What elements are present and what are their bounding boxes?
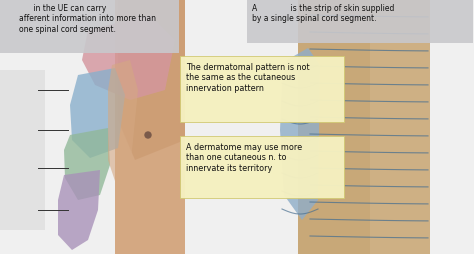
Polygon shape <box>70 68 125 158</box>
FancyBboxPatch shape <box>0 70 45 230</box>
Polygon shape <box>115 0 185 254</box>
Circle shape <box>145 132 151 138</box>
Polygon shape <box>82 15 175 100</box>
Polygon shape <box>370 0 430 254</box>
Text: A              is the strip of skin supplied
by a single spinal cord segment.: A is the strip of skin supplied by a sin… <box>252 4 394 23</box>
FancyBboxPatch shape <box>0 0 179 53</box>
FancyBboxPatch shape <box>180 136 344 198</box>
FancyBboxPatch shape <box>247 0 473 43</box>
Polygon shape <box>58 170 100 250</box>
Polygon shape <box>118 0 185 160</box>
Text: in the UE can carry
afferent information into more than
one spinal cord segment.: in the UE can carry afferent information… <box>19 4 156 34</box>
Polygon shape <box>280 48 320 220</box>
Text: A dermatome may use more
than one cutaneous n. to
innervate its territory: A dermatome may use more than one cutane… <box>186 143 302 173</box>
Polygon shape <box>108 60 138 190</box>
Polygon shape <box>298 0 430 254</box>
Text: The dermatomal pattern is not
the same as the cutaneous
innervation pattern: The dermatomal pattern is not the same a… <box>186 63 310 93</box>
Polygon shape <box>64 128 110 200</box>
FancyBboxPatch shape <box>180 56 344 122</box>
